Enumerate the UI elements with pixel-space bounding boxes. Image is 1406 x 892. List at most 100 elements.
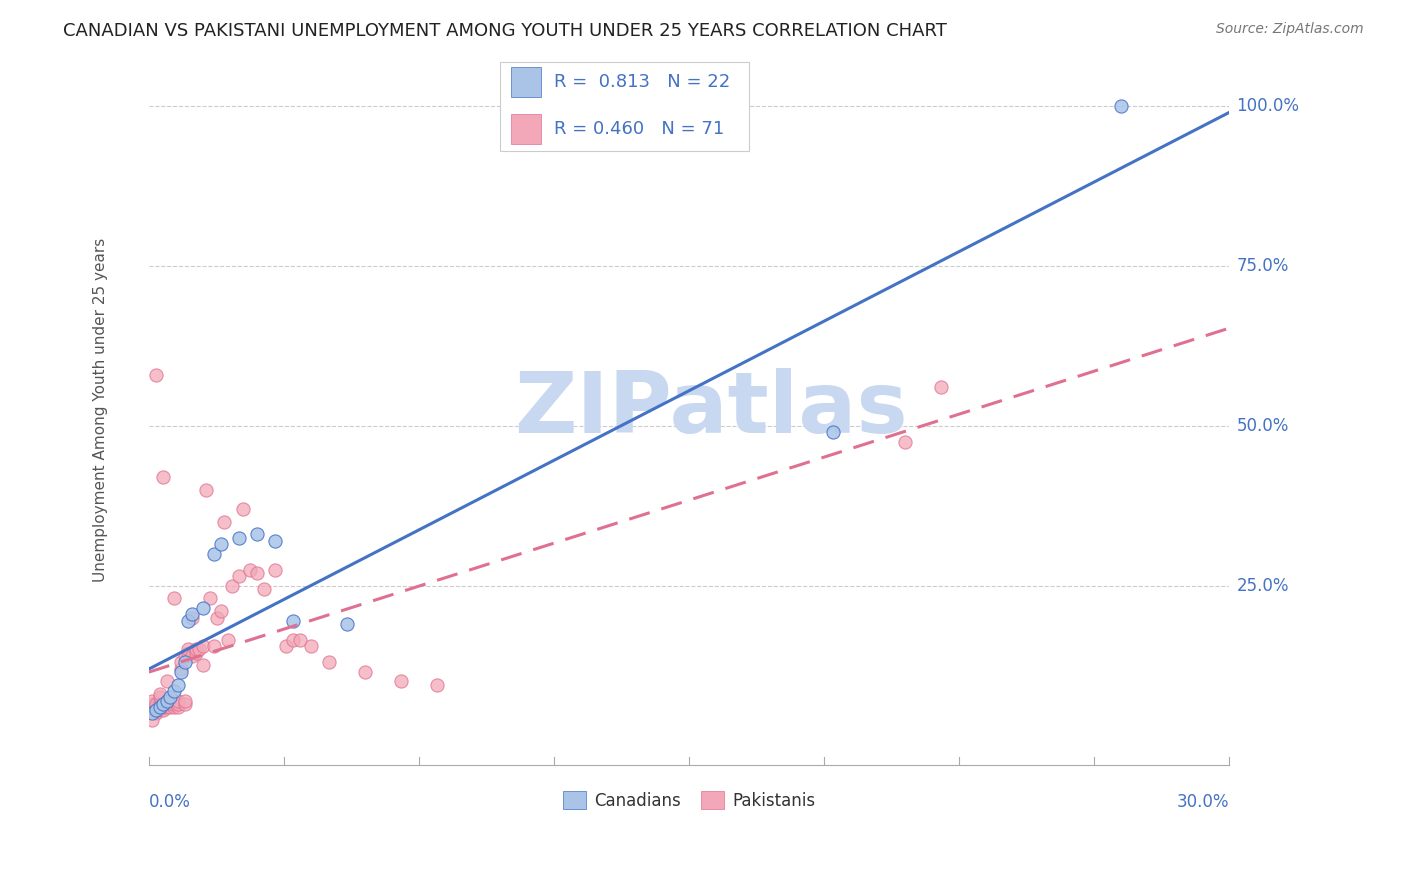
Point bbox=[198, 591, 221, 606]
Point bbox=[152, 700, 174, 714]
Point bbox=[145, 706, 167, 721]
Point bbox=[823, 425, 845, 440]
Point bbox=[156, 700, 179, 714]
Point bbox=[264, 563, 287, 577]
Point bbox=[166, 700, 188, 714]
Point bbox=[163, 693, 186, 707]
Point bbox=[156, 697, 179, 711]
Point bbox=[149, 687, 172, 701]
Point bbox=[173, 697, 195, 711]
Point bbox=[221, 578, 243, 592]
Point bbox=[163, 591, 186, 606]
Point bbox=[163, 700, 186, 714]
Point bbox=[1111, 99, 1133, 113]
Point bbox=[191, 640, 214, 654]
Point bbox=[149, 703, 172, 717]
Point bbox=[173, 693, 195, 707]
Point bbox=[170, 655, 193, 669]
Point bbox=[354, 665, 377, 679]
Point bbox=[209, 537, 232, 551]
Point bbox=[281, 614, 304, 628]
Point bbox=[195, 483, 218, 497]
FancyBboxPatch shape bbox=[510, 114, 541, 144]
Point bbox=[181, 607, 204, 622]
Point bbox=[159, 693, 181, 707]
Point bbox=[191, 658, 214, 673]
Point bbox=[389, 674, 412, 689]
Point bbox=[156, 693, 179, 707]
Point bbox=[159, 690, 181, 705]
Point bbox=[163, 684, 186, 698]
Text: R =  0.813   N = 22: R = 0.813 N = 22 bbox=[554, 73, 730, 91]
Point bbox=[929, 380, 952, 394]
Text: ZIPatlas: ZIPatlas bbox=[513, 368, 908, 451]
FancyBboxPatch shape bbox=[501, 62, 748, 151]
Point bbox=[170, 665, 193, 679]
Point bbox=[318, 655, 340, 669]
FancyBboxPatch shape bbox=[510, 67, 541, 96]
Point bbox=[156, 693, 179, 707]
Point bbox=[202, 640, 225, 654]
Point bbox=[166, 697, 188, 711]
Point bbox=[239, 563, 262, 577]
Point bbox=[336, 616, 359, 631]
Point bbox=[149, 700, 172, 714]
Point bbox=[184, 646, 207, 660]
Point bbox=[159, 700, 181, 714]
Point bbox=[166, 678, 188, 692]
Point bbox=[177, 614, 200, 628]
Legend: Canadians, Pakistanis: Canadians, Pakistanis bbox=[555, 784, 823, 816]
Point bbox=[299, 640, 322, 654]
Point bbox=[281, 632, 304, 647]
Point bbox=[149, 697, 172, 711]
Point bbox=[209, 604, 232, 618]
Point bbox=[231, 501, 253, 516]
Point bbox=[202, 547, 225, 561]
Point bbox=[173, 648, 195, 663]
Text: Source: ZipAtlas.com: Source: ZipAtlas.com bbox=[1216, 22, 1364, 37]
Point bbox=[228, 569, 250, 583]
Point bbox=[264, 533, 287, 548]
Point bbox=[149, 700, 172, 714]
Point bbox=[181, 648, 204, 663]
Point bbox=[156, 674, 179, 689]
Point bbox=[145, 703, 167, 717]
Point bbox=[894, 434, 917, 449]
Point bbox=[188, 642, 211, 657]
Point bbox=[207, 610, 229, 624]
Point bbox=[246, 527, 269, 541]
Point bbox=[163, 697, 186, 711]
Point bbox=[141, 706, 163, 721]
Text: 0.0%: 0.0% bbox=[149, 793, 191, 811]
Text: Unemployment Among Youth under 25 years: Unemployment Among Youth under 25 years bbox=[93, 237, 108, 582]
Point bbox=[177, 646, 200, 660]
Point bbox=[177, 642, 200, 657]
Text: 75.0%: 75.0% bbox=[1236, 257, 1289, 275]
Point bbox=[145, 697, 167, 711]
Point bbox=[166, 693, 188, 707]
Point bbox=[152, 703, 174, 717]
Point bbox=[274, 640, 297, 654]
Text: 30.0%: 30.0% bbox=[1177, 793, 1229, 811]
Point bbox=[228, 531, 250, 545]
Text: CANADIAN VS PAKISTANI UNEMPLOYMENT AMONG YOUTH UNDER 25 YEARS CORRELATION CHART: CANADIAN VS PAKISTANI UNEMPLOYMENT AMONG… bbox=[63, 22, 948, 40]
Point bbox=[426, 678, 449, 692]
Point bbox=[141, 703, 163, 717]
Point bbox=[152, 697, 174, 711]
Point bbox=[246, 566, 269, 580]
Text: 25.0%: 25.0% bbox=[1236, 576, 1289, 595]
Point bbox=[141, 697, 163, 711]
Point bbox=[141, 693, 163, 707]
Point bbox=[173, 655, 195, 669]
Point bbox=[217, 632, 239, 647]
Point bbox=[145, 703, 167, 717]
Point bbox=[145, 700, 167, 714]
Point bbox=[149, 690, 172, 705]
Point bbox=[159, 697, 181, 711]
Point bbox=[145, 368, 167, 382]
Point bbox=[253, 582, 276, 596]
Point bbox=[170, 662, 193, 676]
Point bbox=[288, 632, 311, 647]
Point bbox=[141, 700, 163, 714]
Text: R = 0.460   N = 71: R = 0.460 N = 71 bbox=[554, 120, 724, 137]
